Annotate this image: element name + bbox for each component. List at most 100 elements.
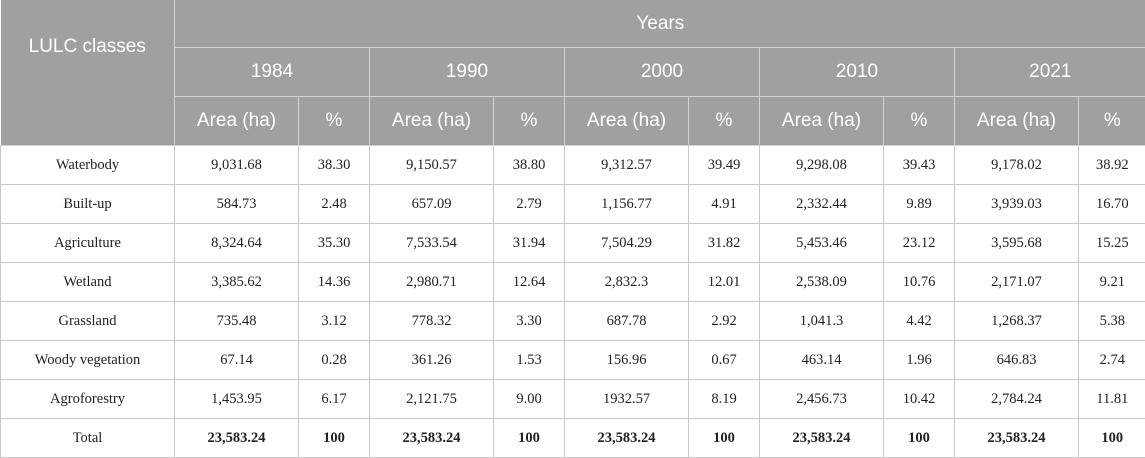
area-cell: 735.48 [175,302,299,341]
area-cell: 657.09 [370,185,494,224]
percent-cell: 39.43 [884,146,955,185]
percent-cell: 2.79 [494,185,565,224]
percent-cell: 15.25 [1079,224,1145,263]
percent-cell: 35.30 [299,224,370,263]
area-header: Area (ha) [370,97,494,146]
area-cell: 2,784.24 [955,380,1079,419]
area-cell: 7,533.54 [370,224,494,263]
percent-cell: 39.49 [689,146,760,185]
area-cell: 1,453.95 [175,380,299,419]
area-cell: 2,332.44 [760,185,884,224]
percent-cell: 4.91 [689,185,760,224]
percent-cell: 31.82 [689,224,760,263]
area-cell: 1,268.37 [955,302,1079,341]
area-cell: 156.96 [565,341,689,380]
percent-cell: 38.92 [1079,146,1145,185]
percent-cell: 10.42 [884,380,955,419]
year-header: 1984 [175,48,370,97]
percent-cell: 2.48 [299,185,370,224]
area-header: Area (ha) [175,97,299,146]
percent-cell: 23.12 [884,224,955,263]
percent-cell: 16.70 [1079,185,1145,224]
class-cell: Waterbody [1,146,175,185]
area-cell: 8,324.64 [175,224,299,263]
percent-cell: 3.12 [299,302,370,341]
area-cell: 2,171.07 [955,263,1079,302]
percent-cell: 12.64 [494,263,565,302]
percent-cell: 38.80 [494,146,565,185]
lulc-classes-header: LULC classes [1,0,175,146]
area-header: Area (ha) [565,97,689,146]
area-cell: 9,031.68 [175,146,299,185]
percent-cell: 12.01 [689,263,760,302]
percent-cell: 0.67 [689,341,760,380]
percent-cell: 9.00 [494,380,565,419]
percent-cell: 1.96 [884,341,955,380]
area-cell: 3,939.03 [955,185,1079,224]
class-cell: Grassland [1,302,175,341]
percent-cell: 4.42 [884,302,955,341]
year-header: 2000 [565,48,760,97]
year-header: 2021 [955,48,1145,97]
percent-header: % [689,97,760,146]
percent-cell: 11.81 [1079,380,1145,419]
percent-cell: 8.19 [689,380,760,419]
percent-cell: 9.89 [884,185,955,224]
area-cell: 778.32 [370,302,494,341]
area-cell: 2,456.73 [760,380,884,419]
percent-cell: 1.53 [494,341,565,380]
area-cell: 3,385.62 [175,263,299,302]
class-cell: Built-up [1,185,175,224]
area-cell: 2,538.09 [760,263,884,302]
percent-cell: 9.21 [1079,263,1145,302]
area-cell: 1932.57 [565,380,689,419]
area-cell: 463.14 [760,341,884,380]
area-header: Area (ha) [760,97,884,146]
percent-cell: 10.76 [884,263,955,302]
area-cell: 2,980.71 [370,263,494,302]
percent-cell: 38.30 [299,146,370,185]
area-cell: 7,504.29 [565,224,689,263]
area-cell: 1,156.77 [565,185,689,224]
percent-cell: 5.38 [1079,302,1145,341]
area-cell: 3,595.68 [955,224,1079,263]
class-cell: Wetland [1,263,175,302]
area-cell: 361.26 [370,341,494,380]
area-cell: 9,312.57 [565,146,689,185]
percent-header: % [299,97,370,146]
area-cell: 9,150.57 [370,146,494,185]
percent-cell: 31.94 [494,224,565,263]
area-cell: 687.78 [565,302,689,341]
area-cell: 646.83 [955,341,1079,380]
area-cell: 9,178.02 [955,146,1079,185]
percent-cell: 2.74 [1079,341,1145,380]
class-cell: Agroforestry [1,380,175,419]
year-header: 1990 [370,48,565,97]
area-cell: 584.73 [175,185,299,224]
year-header: 2010 [760,48,955,97]
area-cell: 5,453.46 [760,224,884,263]
area-cell: 9,298.08 [760,146,884,185]
years-header: Years [175,0,1145,48]
class-cell: Woody vegetation [1,341,175,380]
area-cell: 1,041.3 [760,302,884,341]
class-cell: Agriculture [1,224,175,263]
area-header: Area (ha) [955,97,1079,146]
percent-cell: 6.17 [299,380,370,419]
percent-cell: 2.92 [689,302,760,341]
header-row-years: LULC classes Years [1,0,1145,48]
percent-header: % [494,97,565,146]
area-cell: 2,832.3 [565,263,689,302]
percent-cell: 3.30 [494,302,565,341]
percent-header: % [884,97,955,146]
percent-header: % [1079,97,1145,146]
percent-cell: 0.28 [299,341,370,380]
